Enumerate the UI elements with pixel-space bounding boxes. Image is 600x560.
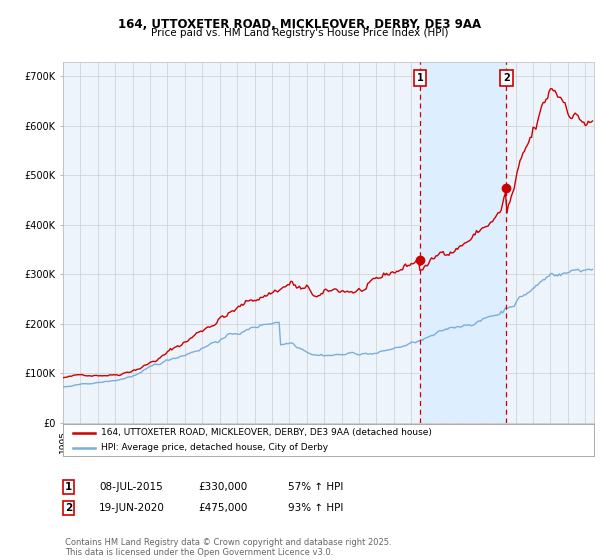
Text: £330,000: £330,000 [198, 482, 247, 492]
Text: 08-JUL-2015: 08-JUL-2015 [99, 482, 163, 492]
Text: 164, UTTOXETER ROAD, MICKLEOVER, DERBY, DE3 9AA (detached house): 164, UTTOXETER ROAD, MICKLEOVER, DERBY, … [101, 428, 432, 437]
Text: Contains HM Land Registry data © Crown copyright and database right 2025.
This d: Contains HM Land Registry data © Crown c… [65, 538, 391, 557]
Text: 164, UTTOXETER ROAD, MICKLEOVER, DERBY, DE3 9AA: 164, UTTOXETER ROAD, MICKLEOVER, DERBY, … [118, 18, 482, 31]
Text: Price paid vs. HM Land Registry's House Price Index (HPI): Price paid vs. HM Land Registry's House … [151, 28, 449, 38]
Text: 1: 1 [417, 73, 424, 83]
Text: 2: 2 [503, 73, 510, 83]
Bar [420, 62, 506, 423]
Text: £475,000: £475,000 [198, 503, 247, 513]
Text: 93% ↑ HPI: 93% ↑ HPI [288, 503, 343, 513]
Text: HPI: Average price, detached house, City of Derby: HPI: Average price, detached house, City… [101, 443, 328, 452]
Text: 57% ↑ HPI: 57% ↑ HPI [288, 482, 343, 492]
Text: 2: 2 [65, 503, 72, 513]
Text: 19-JUN-2020: 19-JUN-2020 [99, 503, 165, 513]
Text: 1: 1 [65, 482, 72, 492]
